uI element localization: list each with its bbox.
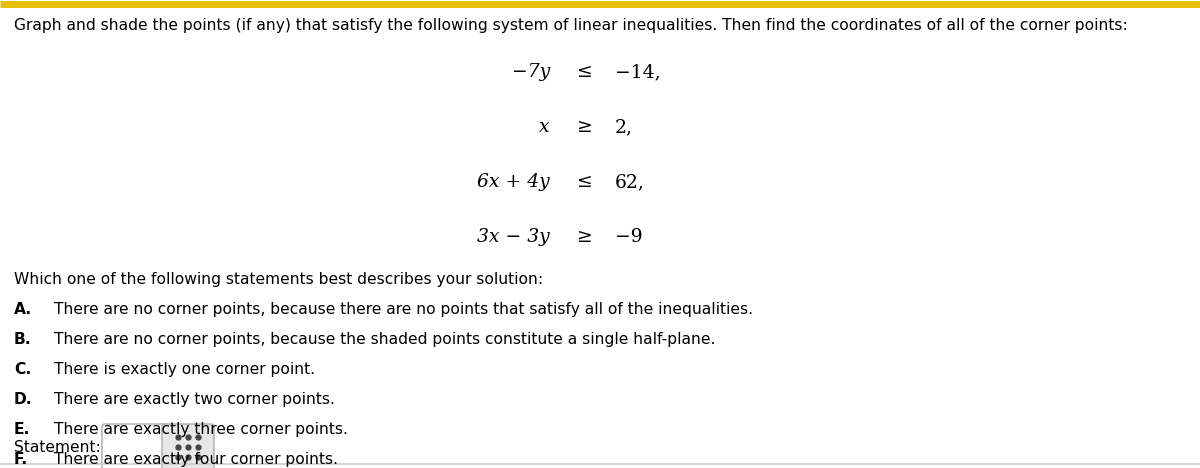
Text: There are no corner points, because there are no points that satisfy all of the : There are no corner points, because ther… <box>54 302 754 317</box>
Text: 62,: 62, <box>616 173 644 191</box>
Text: D.: D. <box>14 392 32 407</box>
FancyBboxPatch shape <box>102 424 168 468</box>
Text: ≤: ≤ <box>577 173 593 191</box>
Text: B.: B. <box>14 332 31 347</box>
Text: There are no corner points, because the shaded points constitute a single half-p: There are no corner points, because the … <box>54 332 715 347</box>
Text: −7y: −7y <box>511 63 550 81</box>
Text: Statement:: Statement: <box>14 439 101 454</box>
Text: There are exactly two corner points.: There are exactly two corner points. <box>54 392 335 407</box>
Text: −14,: −14, <box>616 63 661 81</box>
Text: A.: A. <box>14 302 32 317</box>
Text: E.: E. <box>14 422 30 437</box>
Text: ≥: ≥ <box>577 228 593 246</box>
Text: 6x + 4y: 6x + 4y <box>478 173 550 191</box>
Text: 3x − 3y: 3x − 3y <box>478 228 550 246</box>
Text: x: x <box>539 118 550 136</box>
Text: There are exactly four corner points.: There are exactly four corner points. <box>54 452 338 467</box>
Text: −9: −9 <box>616 228 643 246</box>
Text: ≥: ≥ <box>577 118 593 136</box>
Text: Which one of the following statements best describes your solution:: Which one of the following statements be… <box>14 272 544 287</box>
Text: F.: F. <box>14 452 29 467</box>
Text: ≤: ≤ <box>577 63 593 81</box>
FancyBboxPatch shape <box>162 424 214 468</box>
Text: Graph and shade the points (if any) that satisfy the following system of linear : Graph and shade the points (if any) that… <box>14 18 1128 33</box>
Text: There is exactly one corner point.: There is exactly one corner point. <box>54 362 314 377</box>
Text: There are exactly three corner points.: There are exactly three corner points. <box>54 422 348 437</box>
Text: C.: C. <box>14 362 31 377</box>
Text: 2,: 2, <box>616 118 634 136</box>
